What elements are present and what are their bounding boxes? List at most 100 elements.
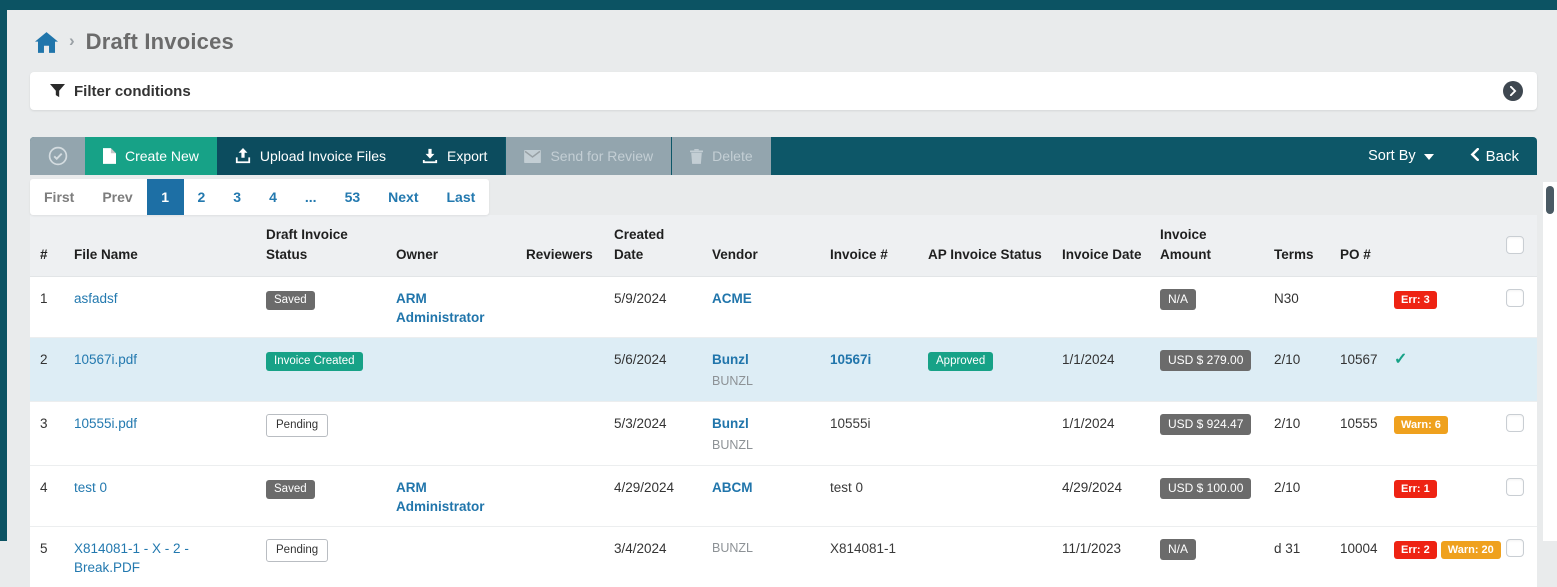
- owner-link[interactable]: ARM Administrator: [396, 291, 485, 325]
- scrollbar-track[interactable]: [1543, 182, 1557, 541]
- page-item-prev[interactable]: Prev: [88, 179, 146, 215]
- table-row: 210567i.pdfInvoice Created5/6/2024BunzlB…: [30, 337, 1537, 401]
- created-date-cell: 5/3/2024: [604, 402, 702, 465]
- owner-cell: [386, 338, 516, 401]
- page-item-2[interactable]: 2: [184, 179, 220, 215]
- page-item-53[interactable]: 53: [331, 179, 375, 215]
- draft-invoice-status-cell: Pending: [256, 402, 386, 465]
- po-number-cell: 10567: [1330, 338, 1384, 401]
- invoice-date-cell: 4/29/2024: [1052, 466, 1150, 526]
- column-header-vendor: Vendor: [702, 215, 820, 276]
- file-icon: [103, 148, 116, 164]
- vendor-link[interactable]: Bunzl: [712, 414, 812, 433]
- vendor-link[interactable]: ABCM: [712, 478, 812, 497]
- invoice-number-cell: 10555i: [820, 402, 918, 465]
- vendor-link[interactable]: Bunzl: [712, 350, 812, 369]
- invoice-number: 10555i: [830, 416, 871, 431]
- breadcrumb: › Draft Invoices: [35, 25, 1557, 59]
- draft-invoices-table: #File NameDraft Invoice StatusOwnerRevie…: [30, 215, 1537, 587]
- table-row: 310555i.pdfPending5/3/2024BunzlBUNZL1055…: [30, 401, 1537, 465]
- column-header-draft-invoice-status: Draft Invoice Status: [256, 215, 386, 276]
- page-item-4[interactable]: 4: [255, 179, 291, 215]
- send-for-review-button[interactable]: Send for Review: [506, 137, 671, 175]
- invoice-amount-badge: USD $ 100.00: [1160, 478, 1251, 499]
- back-button[interactable]: Back: [1470, 148, 1519, 165]
- error-count-badge: Err: 1: [1394, 480, 1437, 498]
- created-date-cell: 4/29/2024: [604, 466, 702, 526]
- file-name-cell: asfadsf: [64, 277, 256, 337]
- file-name-link[interactable]: test 0: [74, 480, 107, 495]
- selected-check-icon: ✓: [1394, 351, 1407, 368]
- row-checkbox[interactable]: [1506, 289, 1524, 307]
- owner-link[interactable]: ARM Administrator: [396, 480, 485, 514]
- reviewers-cell: [516, 466, 604, 526]
- expand-filters-button[interactable]: [1503, 81, 1523, 101]
- invoice-number-cell: test 0: [820, 466, 918, 526]
- left-edge-bar: [0, 0, 7, 541]
- page-item-next[interactable]: Next: [374, 179, 432, 215]
- envelope-icon: [524, 150, 541, 163]
- upload-invoice-files-button[interactable]: Upload Invoice Files: [217, 137, 404, 175]
- draft-invoice-status-cell: Invoice Created: [256, 338, 386, 401]
- row-checkbox[interactable]: [1506, 539, 1524, 557]
- terms-cell: 2/10: [1264, 402, 1330, 465]
- filter-conditions-label: Filter conditions: [74, 83, 191, 100]
- invoice-number-link[interactable]: 10567i: [830, 352, 871, 367]
- column-header-select: [1496, 215, 1537, 276]
- vendor-cell: BunzlBUNZL: [702, 338, 820, 401]
- page-item-last[interactable]: Last: [433, 179, 490, 215]
- created-date-cell: 5/6/2024: [604, 338, 702, 401]
- status-badge: Pending: [266, 539, 328, 562]
- column-header-flags: [1384, 215, 1496, 276]
- page-item-3[interactable]: 3: [219, 179, 255, 215]
- error-count-badge: Err: 2: [1394, 541, 1437, 559]
- table-row: 4test 0SavedARM Administrator4/29/2024AB…: [30, 465, 1537, 526]
- row-number: 1: [30, 277, 64, 337]
- select-cell: [1496, 527, 1537, 587]
- select-all-checkbox[interactable]: [1506, 236, 1524, 254]
- page-item-[interactable]: ...: [291, 179, 331, 215]
- export-button[interactable]: Export: [404, 137, 505, 175]
- file-name-link[interactable]: 10555i.pdf: [74, 416, 137, 431]
- invoice-amount-cell: USD $ 100.00: [1150, 466, 1264, 526]
- sort-by-label: Sort By: [1368, 148, 1416, 164]
- row-checkbox[interactable]: [1506, 414, 1524, 432]
- status-badge: Saved: [266, 291, 315, 310]
- column-header-label: #: [40, 245, 48, 265]
- select-all-button[interactable]: [30, 137, 85, 175]
- file-name-cell: 10567i.pdf: [64, 338, 256, 401]
- download-icon: [422, 148, 438, 164]
- scrollbar-thumb[interactable]: [1546, 186, 1554, 214]
- column-header-label: Invoice #: [830, 245, 888, 265]
- delete-button[interactable]: Delete: [672, 137, 770, 175]
- sort-by-dropdown[interactable]: Sort By: [1368, 148, 1434, 164]
- vendor-code: BUNZL: [712, 539, 812, 558]
- row-checkbox[interactable]: [1506, 478, 1524, 496]
- vendor-link[interactable]: ACME: [712, 289, 812, 308]
- filter-conditions-bar[interactable]: Filter conditions: [30, 72, 1537, 110]
- file-name-link[interactable]: 10567i.pdf: [74, 352, 137, 367]
- invoice-number-cell: [820, 277, 918, 337]
- invoice-amount-cell: USD $ 924.47: [1150, 402, 1264, 465]
- invoice-amount-cell: USD $ 279.00: [1150, 338, 1264, 401]
- column-header-label: Vendor: [712, 245, 758, 265]
- file-name-cell: X814081-1 - X - 2 - Break.PDF: [64, 527, 256, 587]
- invoice-amount-cell: N/A: [1150, 527, 1264, 587]
- invoice-amount-badge: USD $ 279.00: [1160, 350, 1251, 371]
- vendor-cell: BunzlBUNZL: [702, 402, 820, 465]
- top-accent-bar: [0, 0, 1557, 10]
- file-name-link[interactable]: asfadsf: [74, 291, 118, 306]
- file-name-link[interactable]: X814081-1 - X - 2 - Break.PDF: [74, 541, 189, 575]
- terms-cell: 2/10: [1264, 466, 1330, 526]
- invoice-amount-cell: N/A: [1150, 277, 1264, 337]
- reviewers-cell: [516, 338, 604, 401]
- create-new-button[interactable]: Create New: [85, 137, 217, 175]
- check-circle-icon: [48, 146, 68, 166]
- ap-invoice-status-cell: Approved: [918, 338, 1052, 401]
- home-icon[interactable]: [35, 32, 58, 53]
- page-item-first[interactable]: First: [30, 179, 88, 215]
- chevron-left-icon: [1470, 148, 1479, 165]
- invoice-number: test 0: [830, 480, 863, 495]
- ap-status-badge: Approved: [928, 352, 993, 371]
- page-item-1[interactable]: 1: [147, 179, 184, 215]
